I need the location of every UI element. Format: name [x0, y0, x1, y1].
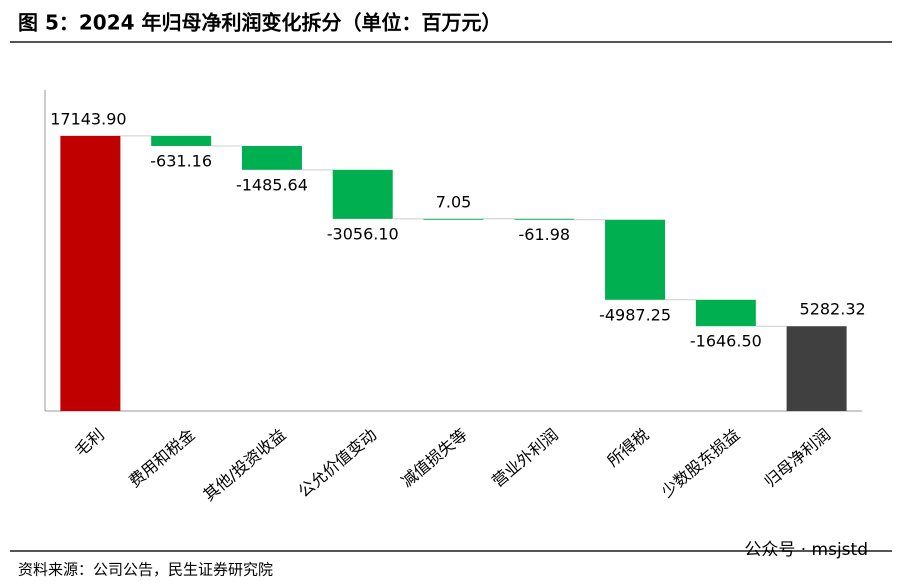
source: 资料来源：公司公告，民生证券研究院: [18, 561, 273, 579]
value-label: -61.98: [518, 225, 570, 244]
bar: [514, 218, 575, 220]
value-label: 5282.32: [800, 300, 866, 319]
bar: [695, 299, 756, 327]
bar: [151, 135, 212, 146]
x-tick-label: 归母净利润: [761, 425, 835, 491]
bar: [332, 169, 393, 219]
value-label: 17143.90: [50, 109, 126, 128]
x-tick-label: 公允价值变动: [294, 425, 380, 501]
x-tick-label: 毛利: [71, 425, 108, 460]
bar: [786, 326, 847, 411]
value-label: -1485.64: [236, 175, 308, 194]
value-label: 7.05: [436, 192, 472, 211]
x-tick-label: 减值损失等: [397, 425, 471, 491]
chart-title: 图 5：2024 年归母净利润变化拆分（单位：百万元）: [18, 11, 502, 35]
bar: [423, 218, 484, 220]
x-tick-label: 所得税: [604, 425, 653, 470]
value-label: -4987.25: [599, 305, 671, 324]
value-label: -1646.50: [690, 332, 762, 351]
value-label: -3056.10: [327, 224, 399, 243]
bar: [60, 135, 121, 412]
bar: [605, 219, 666, 300]
x-tick-label: 费用和税金: [125, 425, 199, 491]
bar: [241, 145, 302, 170]
x-tick-label: 少数股东损益: [658, 425, 744, 501]
watermark: 公众号 · msjstd: [744, 540, 868, 560]
x-tick-label: 营业外利润: [488, 425, 562, 491]
x-tick-label: 其他/投资收益: [200, 425, 290, 505]
value-label: -631.16: [150, 151, 212, 170]
